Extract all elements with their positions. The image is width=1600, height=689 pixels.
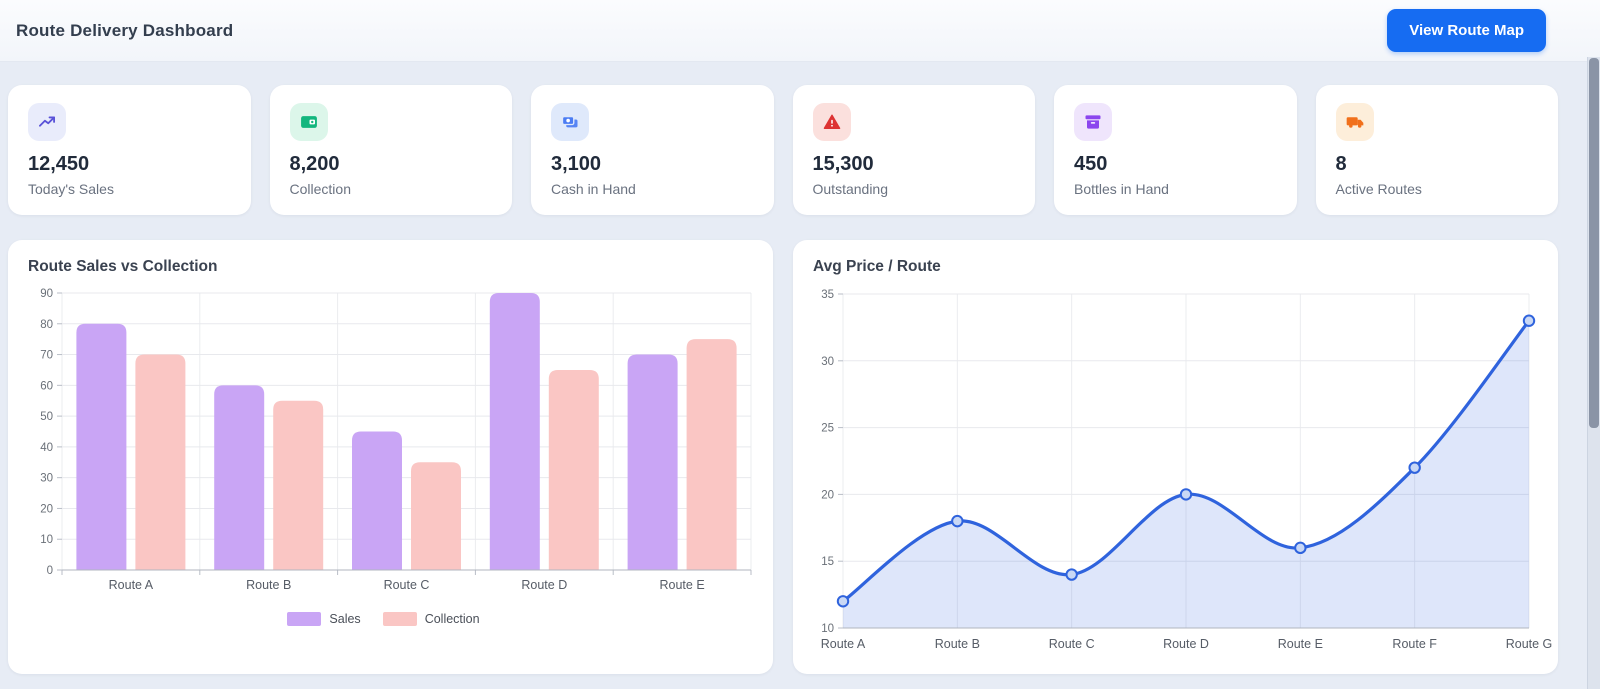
- y-axis-label: 20: [40, 503, 53, 515]
- bar-collection-5: [686, 339, 737, 570]
- y-axis-label: 50: [40, 411, 53, 423]
- bar-sales-3: [352, 431, 402, 570]
- line-chart[interactable]: 10 15 20 25 30 35 Route A Route B Route C Route D…: [813, 286, 1553, 658]
- x-axis-label: Route B: [935, 637, 980, 651]
- y-axis-label: 10: [40, 534, 53, 546]
- bar-chart[interactable]: 0 10 20 30 40 50 60 70 80 90 Route A Route B Route C…: [28, 286, 753, 602]
- main-content: 12,450 Today's Sales 8,200 Collection: [0, 62, 1600, 674]
- bar-sales-2: [214, 385, 265, 570]
- line-chart-card: Avg Price / Route 10 15 20 25 30 35 Route A Rou…: [793, 240, 1558, 674]
- stat-value: 450: [1074, 153, 1108, 175]
- y-axis-label: 25: [821, 423, 834, 435]
- stat-card-bottles-in-hand: 450 Bottles in Hand: [1054, 85, 1297, 215]
- y-axis-label: 90: [40, 288, 53, 300]
- truck-icon: [1335, 103, 1374, 141]
- y-axis-label: 80: [40, 319, 53, 331]
- y-axis-label: 60: [40, 380, 53, 392]
- y-axis-label: 30: [821, 356, 834, 368]
- bar-chart-card: Route Sales vs Collection 0 10 20 30 40 50 60 7…: [8, 240, 773, 674]
- archive-box-icon: [1074, 103, 1112, 141]
- x-axis-label: Route B: [246, 578, 291, 592]
- stat-label: Bottles in Hand: [1074, 181, 1169, 197]
- charts-row: Route Sales vs Collection 0 10 20 30 40 50 60 7…: [8, 240, 1558, 674]
- scrollbar-thumb[interactable]: [1589, 58, 1599, 428]
- x-axis-label: Route E: [660, 578, 705, 592]
- y-axis-label: 35: [821, 289, 834, 301]
- stat-card-collection: 8,200 Collection: [269, 85, 512, 215]
- stat-label: Collection: [289, 181, 351, 197]
- data-point-7: [1522, 314, 1536, 327]
- x-axis-label: Route A: [821, 637, 866, 651]
- stat-value: 3,100: [551, 153, 602, 175]
- stat-value: 15,300: [812, 153, 874, 175]
- x-axis-label: Route C: [384, 578, 430, 592]
- bar-collection-2: [273, 400, 324, 570]
- header: Route Delivery Dashboard View Route Map: [0, 0, 1600, 62]
- x-axis-label: Route G: [1506, 637, 1553, 651]
- stat-value: 8,200: [289, 153, 340, 175]
- y-axis-label: 40: [40, 442, 53, 454]
- bar-collection-1: [135, 354, 186, 570]
- data-point-2: [951, 514, 964, 528]
- y-axis-label: 10: [821, 623, 834, 635]
- data-point-6: [1408, 461, 1421, 474]
- legend-label-sales: Sales: [329, 612, 361, 626]
- bar-sales-4: [489, 293, 540, 570]
- data-point-1: [836, 595, 850, 608]
- stats-row: 12,450 Today's Sales 8,200 Collection: [8, 85, 1558, 215]
- stat-label: Active Routes: [1335, 181, 1422, 197]
- view-route-map-button[interactable]: View Route Map: [1387, 9, 1546, 52]
- bar-collection-3: [411, 462, 461, 570]
- y-axis-label: 30: [40, 473, 53, 485]
- x-axis-label: Route C: [1049, 637, 1095, 651]
- banknotes-icon: [551, 103, 589, 141]
- stat-card-todays-sales: 12,450 Today's Sales: [8, 85, 251, 215]
- line-chart-title: Avg Price / Route: [813, 258, 941, 275]
- stat-label: Today's Sales: [28, 181, 114, 197]
- x-axis-label: Route A: [109, 578, 154, 592]
- bar-sales-5: [627, 354, 678, 570]
- bar-chart-legend: Sales Collection: [28, 612, 753, 626]
- bar-chart-title: Route Sales vs Collection: [28, 258, 218, 275]
- stat-label: Cash in Hand: [551, 181, 636, 197]
- bar-collection-4: [548, 369, 599, 570]
- page-title: Route Delivery Dashboard: [16, 20, 234, 40]
- stat-value: 8: [1335, 153, 1347, 175]
- stat-card-outstanding: 15,300 Outstanding: [792, 85, 1035, 215]
- wallet-icon: [289, 103, 328, 141]
- stat-card-cash-in-hand: 3,100 Cash in Hand: [531, 85, 774, 215]
- x-axis-label: Route E: [1278, 637, 1323, 651]
- y-axis-label: 70: [40, 350, 53, 362]
- legend-swatch-sales: [287, 612, 322, 626]
- x-axis-label: Route D: [1163, 637, 1209, 651]
- data-point-5: [1294, 541, 1307, 555]
- trending-up-icon: [28, 103, 66, 141]
- legend-label-collection: Collection: [424, 612, 480, 626]
- bar-sales-1: [76, 323, 127, 570]
- y-axis-label: 20: [821, 489, 834, 501]
- x-axis-label: Route F: [1392, 637, 1437, 651]
- stat-card-active-routes: 8 Active Routes: [1315, 85, 1558, 215]
- legend-swatch-collection: [382, 612, 417, 626]
- area-fill: [843, 320, 1529, 628]
- data-point-4: [1179, 488, 1193, 501]
- stat-value: 12,450: [28, 153, 90, 175]
- y-axis-label: 15: [821, 556, 834, 568]
- x-axis-label: Route D: [521, 578, 567, 592]
- scrollbar-track[interactable]: [1587, 57, 1600, 689]
- stat-label: Outstanding: [812, 181, 889, 197]
- warning-triangle-icon: [812, 103, 851, 141]
- data-point-3: [1065, 568, 1078, 581]
- y-axis-label: 0: [47, 565, 53, 577]
